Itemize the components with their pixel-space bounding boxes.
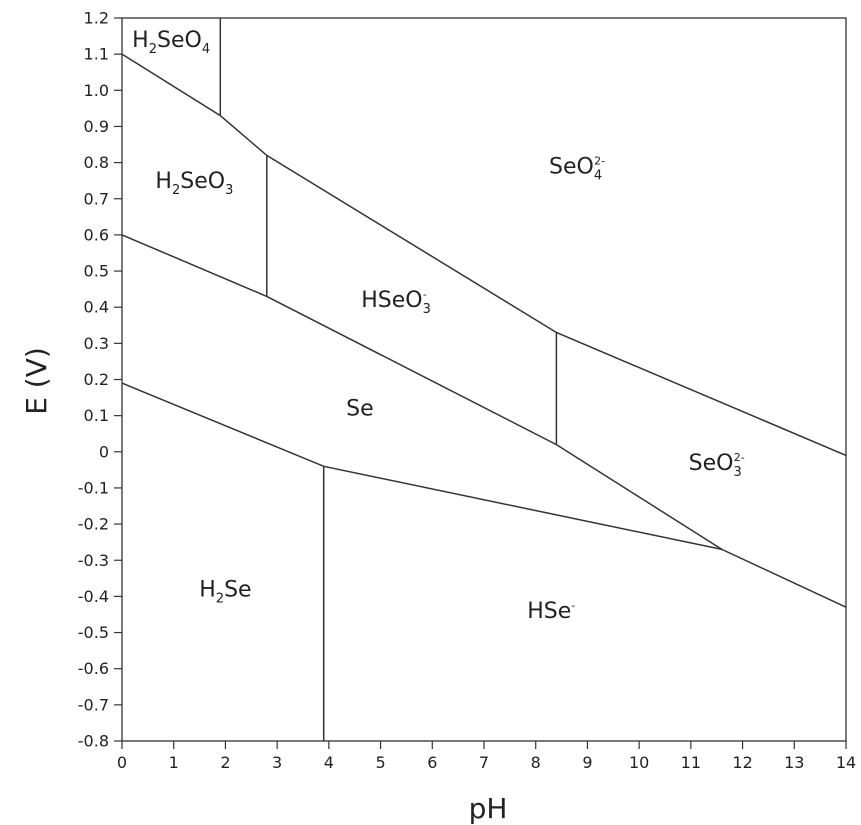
y-tick-label: 0 [99, 442, 109, 461]
x-tick-label: 4 [324, 753, 334, 772]
y-tick-label: -0.6 [78, 659, 109, 678]
x-tick-label: 8 [531, 753, 541, 772]
x-tick-label: 3 [272, 753, 282, 772]
region-label: SeO42- [549, 154, 605, 183]
y-tick-label: 1.1 [84, 45, 109, 64]
region-label: HSeO3- [361, 288, 431, 317]
x-tick-label: 12 [732, 753, 752, 772]
region-label: SeO32- [689, 451, 745, 480]
y-tick-label: 0.3 [84, 334, 109, 353]
y-tick-label: 0.1 [84, 406, 109, 425]
y-tick-label: -0.3 [78, 551, 109, 570]
region-label: HSe- [527, 599, 575, 624]
region-label: H2SeO4 [132, 28, 210, 57]
x-tick-label: 14 [836, 753, 856, 772]
y-tick-label: -0.7 [78, 695, 109, 714]
boundary-line [121, 382, 723, 551]
y-tick-label: 0.6 [84, 225, 109, 244]
y-tick-label: -0.4 [78, 587, 109, 606]
y-tick-label: 0.8 [84, 153, 109, 172]
y-tick-label: 0.5 [84, 262, 109, 281]
y-tick-label: -0.1 [78, 478, 109, 497]
y-tick-label: 0.7 [84, 189, 109, 208]
x-tick-label: 0 [117, 753, 127, 772]
x-tick-label: 7 [479, 753, 489, 772]
region-labels: H2SeO4 H2SeO3 SeO42- HSeO3- Se SeO32- H2Se HSe- [132, 28, 745, 624]
axis-ticks: 0 1 2 3 4 5 6 7 8 9 10 11 12 13 141.21.11.00.90.80.70.… [78, 9, 856, 773]
x-tick-label: 5 [375, 753, 385, 772]
y-tick-label: 1.0 [84, 81, 109, 100]
x-axis-title: pH [469, 792, 508, 825]
x-tick-label: 9 [582, 753, 592, 772]
x-tick-label: 13 [784, 753, 804, 772]
y-tick-label: 0.4 [84, 298, 109, 317]
y-axis-title: E (V) [20, 347, 53, 415]
region-label: Se [346, 397, 374, 422]
y-tick-label: -0.8 [78, 732, 109, 751]
region-label: H2Se [199, 577, 251, 606]
y-tick-label: 0.9 [84, 117, 109, 136]
x-tick-label: 1 [169, 753, 179, 772]
x-tick-label: 10 [629, 753, 649, 772]
y-tick-label: -0.2 [78, 515, 109, 534]
x-tick-label: 11 [681, 753, 701, 772]
plot-frame [121, 17, 847, 742]
boundary-line [121, 234, 847, 608]
x-tick-label: 2 [220, 753, 230, 772]
x-tick-label: 6 [427, 753, 437, 772]
y-tick-label: 1.2 [84, 9, 109, 28]
y-tick-label: -0.5 [78, 623, 109, 642]
boundary-lines [121, 18, 847, 741]
boundary-line [121, 53, 847, 457]
region-label: H2SeO3 [155, 169, 233, 198]
y-tick-label: 0.2 [84, 370, 109, 389]
